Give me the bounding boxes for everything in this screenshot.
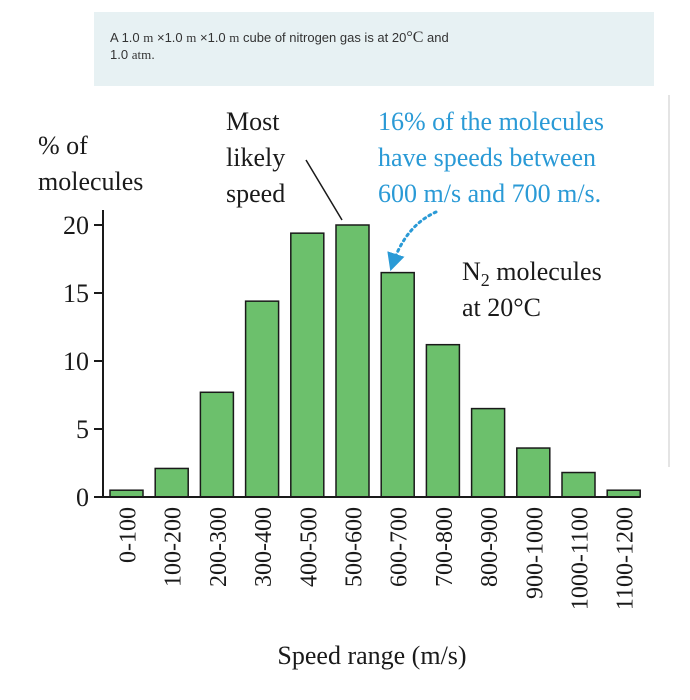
- problem-line-2: 1.0 atm.: [110, 47, 155, 62]
- x-axis-label: Speed range (m/s): [277, 641, 466, 670]
- y-tick-label-10: 10: [63, 347, 89, 376]
- callout-line-2: have speeds between: [378, 143, 596, 172]
- most-likely-label-line-2: likely: [226, 143, 285, 172]
- callout-arrow: [387, 210, 438, 272]
- bar-0-100: [109, 489, 144, 498]
- series-label-line-1: N2 molecules: [462, 257, 602, 290]
- x-tick-label-200-300: 200-300: [206, 507, 232, 587]
- x-tick-label-400-500: 400-500: [296, 507, 322, 587]
- bar-600-700: [380, 271, 415, 498]
- callout-line-1: 16% of the molecules: [378, 107, 604, 136]
- problem-line-1: A 1.0 m ×1.0 m ×1.0 m cube of nitrogen g…: [110, 29, 449, 46]
- bar-1100-1200: [606, 489, 641, 498]
- most-likely-label-line-3: speed: [226, 179, 285, 208]
- bar-700-800: [425, 343, 461, 498]
- bar-500-600: [335, 224, 370, 498]
- y-axis-label-line-2: molecules: [38, 167, 143, 196]
- x-tick-label-900-1000: 900-1000: [522, 507, 548, 599]
- y-tick-label-5: 5: [76, 415, 89, 444]
- bar-100-200: [154, 467, 189, 498]
- bar-800-900: [470, 407, 506, 498]
- most-likely-label-line-1: Most: [226, 107, 280, 136]
- x-tick-label-700-800: 700-800: [432, 507, 458, 587]
- x-tick-label-500-600: 500-600: [342, 507, 368, 587]
- y-tick-label-20: 20: [63, 211, 89, 240]
- x-tick-label-800-900: 800-900: [477, 507, 503, 587]
- panel-divider: [668, 95, 670, 467]
- y-axis-label-line-1: % of: [38, 131, 88, 160]
- y-tick-label-15: 15: [63, 279, 89, 308]
- x-tick-label-300-400: 300-400: [251, 507, 277, 587]
- y-tick-label-0: 0: [76, 483, 89, 512]
- x-tick-label-100-200: 100-200: [161, 507, 187, 587]
- most-likely-pointer: [305, 159, 343, 221]
- x-tick-label-1100-1200: 1100-1200: [613, 507, 639, 610]
- x-tick-label-0-100: 0-100: [116, 507, 142, 563]
- series-label-line-2: at 20°C: [462, 293, 541, 322]
- problem-statement: A 1.0 m ×1.0 m ×1.0 m cube of nitrogen g…: [94, 12, 654, 86]
- bar-400-500: [290, 232, 325, 498]
- bar-300-400: [244, 300, 280, 498]
- bar-1000-1100: [561, 471, 596, 498]
- callout-line-3: 600 m/s and 700 m/s.: [378, 179, 601, 208]
- bar-900-1000: [516, 447, 551, 498]
- x-tick-label-1000-1100: 1000-1100: [568, 507, 594, 610]
- x-tick-label-600-700: 600-700: [387, 507, 413, 587]
- bar-200-300: [199, 391, 235, 498]
